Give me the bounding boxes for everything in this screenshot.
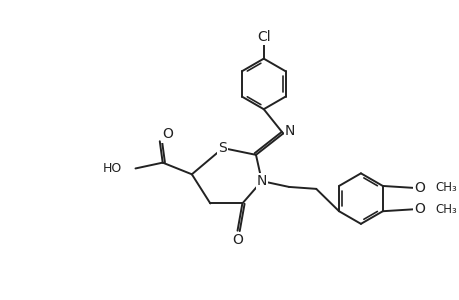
- Text: N: N: [284, 124, 295, 138]
- Text: O: O: [162, 128, 173, 142]
- Text: O: O: [232, 233, 242, 248]
- Text: Cl: Cl: [257, 30, 270, 44]
- Text: O: O: [414, 202, 424, 216]
- Text: CH₃: CH₃: [434, 182, 456, 194]
- Text: CH₃: CH₃: [434, 203, 456, 216]
- Text: S: S: [218, 141, 227, 155]
- Text: HO: HO: [102, 162, 122, 175]
- Text: O: O: [414, 181, 424, 195]
- Text: N: N: [256, 174, 266, 188]
